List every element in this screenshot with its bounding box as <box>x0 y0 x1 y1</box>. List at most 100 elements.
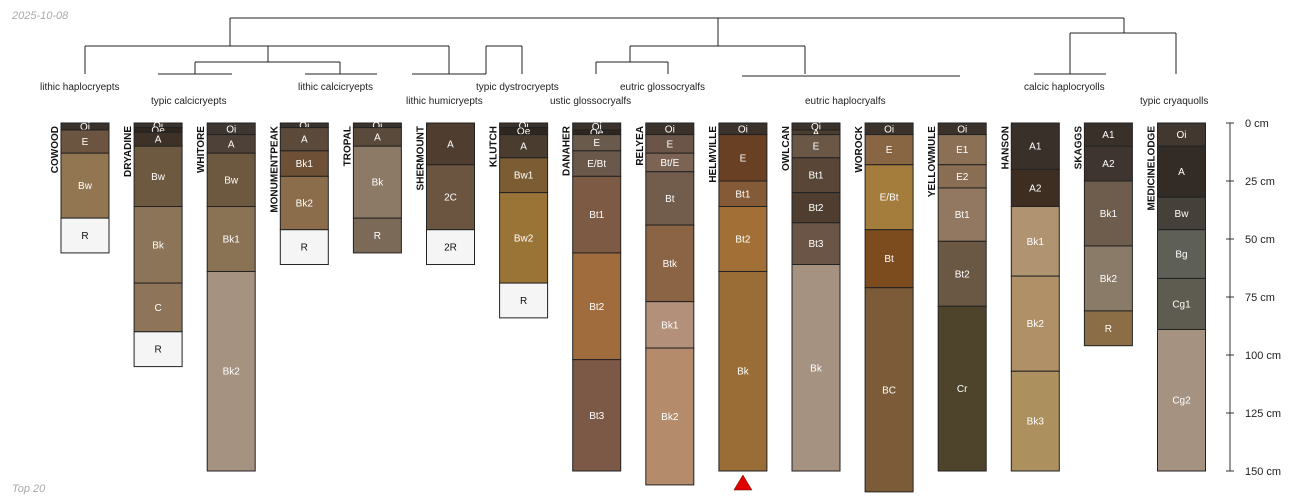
horizon-label: Bk1 <box>296 159 314 170</box>
taxonomy-labels: lithic haplocryepts typic calcicryepts l… <box>40 82 1208 107</box>
horizon-label: Bt3 <box>589 411 604 422</box>
horizon-label: Oe <box>151 125 165 136</box>
soil-profile: A1 A2 Bk1 Bk2 R SKAGGS <box>1073 122 1133 347</box>
horizon-block <box>1010 122 1060 170</box>
taxon-label: typic cryaquolls <box>1140 96 1208 107</box>
horizon-label: A1 <box>1029 142 1042 153</box>
horizon-label: Bk <box>810 363 823 374</box>
axis-tick-label: 25 cm <box>1245 176 1275 188</box>
profile-name: HELMVILLE <box>708 126 719 183</box>
horizon-label: A <box>301 135 308 146</box>
horizon-block <box>645 224 695 303</box>
horizon-label: E2 <box>956 172 969 183</box>
profile-name: COWOOD <box>50 126 61 173</box>
profile-name: YELLOWMULE <box>927 126 938 197</box>
horizon-label: Btk <box>663 259 678 270</box>
horizon-label: Oi <box>299 121 309 132</box>
profile-name: SKAGGS <box>1073 126 1084 170</box>
horizon-block <box>133 145 183 208</box>
horizon-label: Oi <box>1177 130 1187 141</box>
horizon-block <box>937 305 987 472</box>
horizon-label: Bw2 <box>514 233 534 244</box>
profile-name: MEDICINELODGE <box>1147 126 1158 211</box>
horizon-label: Bt3 <box>808 239 823 250</box>
horizon-label: Oi <box>80 122 90 133</box>
horizon-label: Bk <box>737 367 750 378</box>
marker-layer <box>733 474 753 491</box>
horizon-label: Oi <box>592 122 602 133</box>
soil-profile: Oi A Bk1 Bk2 R MONUMENTPEAK <box>269 121 329 266</box>
horizon-label: A <box>813 128 820 139</box>
horizon-block <box>133 331 183 368</box>
horizon-label: Cg1 <box>1172 299 1191 310</box>
horizon-block <box>133 282 183 333</box>
horizon-label: Bk <box>372 178 385 189</box>
horizon-label: 2C <box>444 193 457 204</box>
horizon-label: R <box>81 231 88 242</box>
horizon-label: Oi <box>519 121 529 132</box>
horizon-label: Bw <box>78 181 93 192</box>
taxon-label: calcic haplocryolls <box>1024 82 1105 93</box>
horizon-block <box>206 270 256 472</box>
horizon-label: Bk2 <box>1100 274 1118 285</box>
horizon-block <box>864 229 914 289</box>
horizon-label: Bk <box>152 240 165 251</box>
horizon-block <box>645 347 695 486</box>
axis-tick-label: 50 cm <box>1245 234 1275 246</box>
horizon-label: Bt2 <box>589 302 604 313</box>
horizon-label: Bk1 <box>223 235 241 246</box>
horizon-label: Oi <box>372 121 382 132</box>
horizon-label: E <box>82 137 89 148</box>
profile-name: RELYEA <box>635 126 646 166</box>
horizon-block <box>206 152 256 208</box>
horizon-block <box>426 164 475 231</box>
profile-name: WOROCK <box>854 125 865 172</box>
horizon-label: Bt1 <box>735 189 750 200</box>
profile-name: WHITORE <box>196 126 207 173</box>
horizon-label: A <box>374 132 381 143</box>
horizon-block <box>718 270 768 472</box>
horizon-block <box>645 301 695 349</box>
footer-caption: Top 20 <box>12 483 46 495</box>
horizon-label: Bt1 <box>955 210 970 221</box>
profile-name: SHERMOUNT <box>416 126 427 190</box>
axis-tick-label: 100 cm <box>1245 350 1281 362</box>
horizon-label: Oi <box>226 124 236 135</box>
horizon-block <box>1010 168 1060 208</box>
soil-profile: Oi E Bt1 Bt2 Bk HELMVILLE <box>708 122 768 472</box>
horizon-label: E <box>813 142 820 153</box>
horizon-block <box>718 180 768 208</box>
date-stamp: 2025-10-08 <box>11 10 69 22</box>
horizon-block <box>279 175 329 231</box>
profile-name: OWLCAN <box>781 126 792 171</box>
horizon-label: Bt2 <box>955 269 970 280</box>
horizon-label: A2 <box>1029 183 1042 194</box>
horizon-block <box>499 282 549 319</box>
profile-name: TROPAL <box>342 126 353 166</box>
horizon-block <box>1083 310 1133 347</box>
soil-profile: Oi A Bw Bg Cg1 Cg2 MEDICINELODGE <box>1147 122 1206 472</box>
axis-tick-label: 75 cm <box>1245 292 1275 304</box>
horizon-block <box>206 206 256 272</box>
horizon-label: Bw <box>224 175 239 186</box>
taxon-label: ustic glossocryalfs <box>550 96 631 107</box>
horizon-block <box>718 206 768 272</box>
horizon-block <box>937 134 987 166</box>
horizon-block <box>133 206 183 284</box>
horizon-label: Bg <box>1175 250 1187 261</box>
horizon-block <box>791 192 841 224</box>
horizon-block <box>1157 145 1206 198</box>
horizon-label: R <box>154 345 161 356</box>
horizon-label: E1 <box>956 145 969 156</box>
horizon-label: Bk1 <box>1100 209 1118 220</box>
horizon-label: Bt1 <box>589 210 604 221</box>
horizon-block <box>60 152 110 219</box>
horizon-label: A <box>1178 167 1185 178</box>
horizon-block <box>864 287 914 493</box>
horizon-label: R <box>520 296 527 307</box>
horizon-block <box>572 359 622 472</box>
horizon-block <box>60 217 110 254</box>
